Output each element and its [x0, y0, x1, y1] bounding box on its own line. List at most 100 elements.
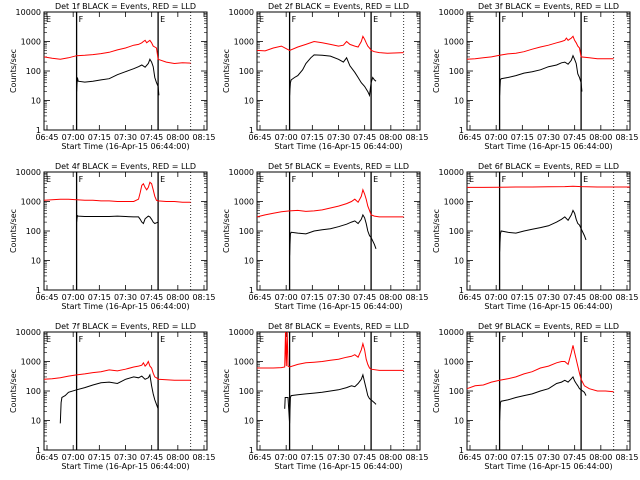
panel-det-3: Det 3f BLACK = Events, RED = LLD 1 10 100 10…: [432, 2, 639, 151]
x-tick-label: 08:15: [192, 293, 215, 302]
x-tick-label: 07:15: [301, 293, 324, 302]
flag-label-mid: F: [292, 175, 297, 184]
x-axis-label: Start Time (16-Apr-15 06:44:00): [484, 142, 612, 151]
panel-title: Det 3f BLACK = Events, RED = LLD: [478, 2, 619, 11]
y-axis-label: Counts/sec: [9, 369, 18, 413]
y-tick-label: 10000: [439, 168, 464, 177]
y-tick-label: 1: [36, 286, 41, 295]
y-tick-label: 10: [244, 257, 254, 266]
x-tick-label: 08:00: [379, 293, 402, 302]
y-tick-label: 100: [449, 387, 464, 396]
x-tick-label: 06:45: [458, 453, 481, 462]
series-events-line: [76, 58, 160, 96]
x-axis-label: Start Time (16-Apr-15 06:44:00): [484, 462, 612, 471]
y-tick-label: 100: [449, 67, 464, 76]
y-axis-label: Counts/sec: [432, 369, 441, 413]
x-tick-label: 08:00: [166, 293, 189, 302]
series-lld-line: [466, 35, 614, 60]
axes-frame: [43, 171, 208, 291]
y-tick-label: 1: [459, 286, 464, 295]
x-tick-label: 07:45: [563, 293, 586, 302]
y-tick-label: 100: [26, 67, 41, 76]
axes-frame: [256, 171, 421, 291]
x-tick-label: 07:00: [485, 453, 508, 462]
y-tick-label: 10: [31, 257, 41, 266]
series-lld-line: [43, 360, 191, 381]
series-lld-line: [257, 331, 404, 371]
panel-title: Det 4f BLACK = Events, RED = LLD: [55, 162, 196, 171]
axes-frame: [466, 11, 631, 131]
y-tick-label: 10: [454, 97, 464, 106]
y-tick-label: 10000: [16, 168, 41, 177]
x-tick-label: 08:00: [166, 133, 189, 142]
flag-label-mid: F: [79, 335, 84, 344]
x-axis-label: Start Time (16-Apr-15 06:44:00): [274, 462, 402, 471]
series-lld-line: [43, 39, 191, 65]
y-tick-label: 1000: [21, 358, 41, 367]
x-tick-label: 07:00: [485, 133, 508, 142]
flag-label-right: E: [373, 175, 378, 184]
flag-label-mid: F: [502, 335, 507, 344]
x-tick-label: 07:00: [62, 453, 85, 462]
y-tick-label: 10: [454, 417, 464, 426]
y-tick-label: 100: [26, 227, 41, 236]
x-tick-label: 07:15: [511, 453, 534, 462]
y-tick-label: 10: [31, 97, 41, 106]
y-tick-label: 10000: [439, 8, 464, 17]
x-tick-label: 06:45: [248, 133, 271, 142]
y-axis-label: Counts/sec: [432, 49, 441, 93]
series-lld-line: [467, 185, 630, 188]
y-tick-label: 100: [239, 227, 254, 236]
y-tick-label: 1000: [21, 198, 41, 207]
y-axis-label: Counts/sec: [9, 49, 18, 93]
x-tick-label: 07:15: [511, 293, 534, 302]
x-tick-label: 07:15: [88, 133, 111, 142]
x-tick-label: 07:30: [114, 133, 137, 142]
x-tick-label: 07:30: [537, 453, 560, 462]
flag-label-mid: F: [502, 15, 507, 24]
x-tick-label: 06:45: [458, 133, 481, 142]
y-tick-label: 10: [454, 257, 464, 266]
x-tick-label: 07:15: [88, 293, 111, 302]
series-events-line: [284, 373, 377, 424]
y-tick-label: 10000: [16, 8, 41, 17]
panel-det-5: Det 5f BLACK = Events, RED = LLD 1 10 100 10…: [222, 162, 429, 311]
flag-label-mid: F: [502, 175, 507, 184]
flag-label-right: E: [373, 15, 378, 24]
x-tick-label: 07:45: [353, 293, 376, 302]
series-lld-line: [256, 35, 404, 54]
x-tick-label: 08:15: [615, 133, 638, 142]
x-axis-label: Start Time (16-Apr-15 06:44:00): [484, 302, 612, 311]
axes-frame: [43, 11, 208, 131]
flag-label-right: E: [160, 335, 165, 344]
x-tick-label: 07:00: [62, 133, 85, 142]
x-tick-label: 07:15: [301, 453, 324, 462]
axes-frame: [256, 11, 421, 131]
series-lld-line: [43, 181, 191, 203]
x-tick-label: 07:30: [537, 133, 560, 142]
y-axis-label: Counts/sec: [432, 209, 441, 253]
flag-label-right: E: [583, 15, 588, 24]
y-axis-label: Counts/sec: [222, 369, 231, 413]
flag-label-left: E: [469, 15, 474, 24]
y-tick-label: 10: [31, 417, 41, 426]
flag-label-mid: F: [292, 15, 297, 24]
x-tick-label: 08:00: [166, 453, 189, 462]
series-events-line: [76, 214, 159, 225]
x-tick-label: 08:00: [589, 293, 612, 302]
x-tick-label: 07:45: [140, 133, 163, 142]
flag-label-left: E: [469, 335, 474, 344]
y-tick-label: 10: [244, 97, 254, 106]
flag-label-mid: F: [292, 335, 297, 344]
panel-det-8: Det 8f BLACK = Events, RED = LLD 1 10 100 10…: [222, 322, 429, 471]
x-tick-label: 07:00: [485, 293, 508, 302]
y-tick-label: 100: [26, 387, 41, 396]
x-tick-label: 07:15: [511, 133, 534, 142]
y-tick-label: 10000: [229, 328, 254, 337]
y-tick-label: 1000: [234, 198, 254, 207]
x-tick-label: 07:30: [327, 133, 350, 142]
series-events-line: [289, 54, 377, 98]
panel-title: Det 2f BLACK = Events, RED = LLD: [268, 2, 409, 11]
y-tick-label: 1: [249, 286, 254, 295]
